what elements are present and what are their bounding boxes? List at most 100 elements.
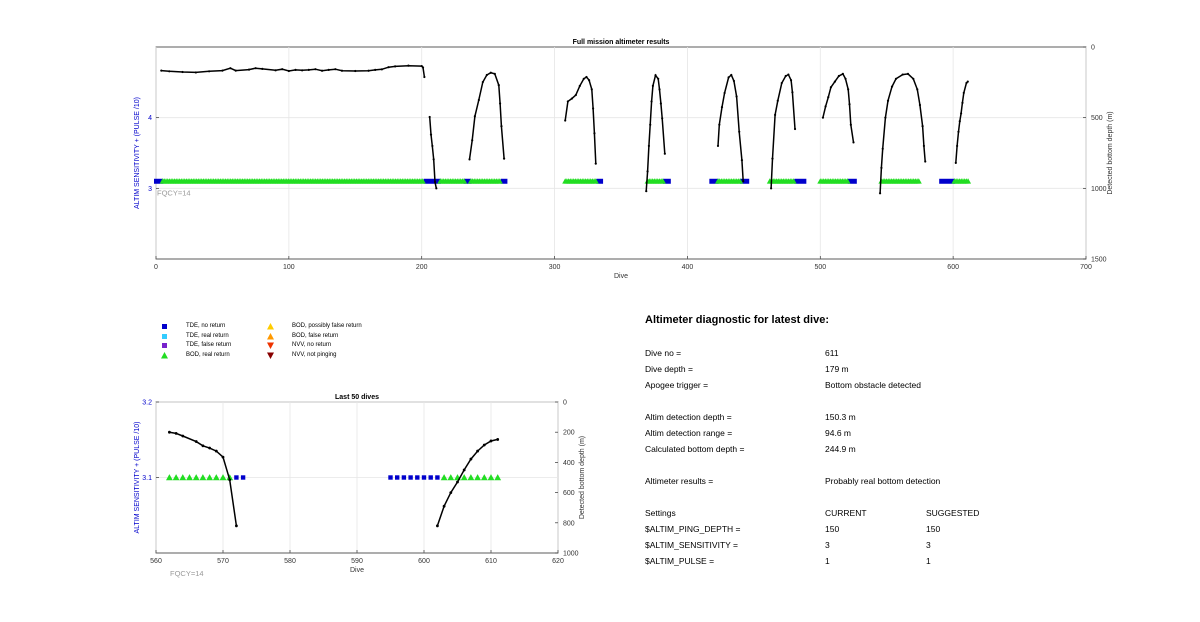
y-left-tick-label: 3 <box>148 186 152 193</box>
diagnostic-value: 179 m <box>825 364 849 374</box>
bod-real-return-marker <box>460 474 468 481</box>
bottom-depth-point <box>235 524 238 528</box>
bottom-depth-point <box>646 170 649 173</box>
bottom-depth-point <box>742 180 745 183</box>
bottom-depth-point <box>502 157 506 160</box>
x-tick-label: 600 <box>418 558 430 565</box>
bottom-depth-point <box>394 65 397 68</box>
bottom-depth-point <box>442 504 446 508</box>
diagnostic-value: 150.3 m <box>825 412 856 422</box>
tde-no-return-marker <box>423 178 441 184</box>
y-right-tick-label: 400 <box>563 460 575 467</box>
tde-no-return-marker <box>794 178 807 184</box>
bod-real-return-group <box>437 178 468 184</box>
bottom-depth-point <box>473 115 476 118</box>
bottom-depth-point <box>593 132 596 135</box>
bottom-depth-point <box>824 105 827 108</box>
legend-marker-square-icon <box>160 341 169 350</box>
diagnostic-label: Altimeter results = <box>645 476 714 486</box>
x-tick-label: 200 <box>416 264 428 271</box>
bottom-depth-point <box>740 158 744 162</box>
bottom-depth-line <box>161 64 426 78</box>
bottom-depth-point <box>307 68 310 71</box>
bottom-depth-point <box>961 101 964 104</box>
bottom-depth-point <box>649 123 652 126</box>
x-axis-label: Dive <box>350 567 364 574</box>
diagnostic-value: Probably real bottom detection <box>825 476 941 486</box>
bottom-depth-point <box>886 99 890 102</box>
settings-row: $ALTIM_SENSITIVITY = 3 3 <box>645 540 1025 552</box>
bottom-depth-point <box>428 115 431 119</box>
bottom-depth-point <box>841 72 844 75</box>
bottom-depth-point <box>168 70 171 73</box>
bottom-depth-point <box>582 77 585 80</box>
legend-marker-square-icon <box>160 332 169 341</box>
bod-real-return-marker <box>494 474 502 481</box>
bottom-depth-point <box>320 69 324 72</box>
bottom-depth-point <box>287 69 290 73</box>
diagnostic-row: Dive no = 611 <box>645 348 1025 360</box>
bottom-depth-point <box>965 81 968 85</box>
bottom-depth-point <box>770 187 773 190</box>
bottom-depth-point <box>723 91 726 95</box>
x-tick-label: 620 <box>552 558 564 565</box>
fqcy-annotation: FQCY=14 <box>157 188 191 197</box>
bottom-depth-point <box>181 434 185 438</box>
bottom-depth-point <box>228 478 232 482</box>
x-axis-label: Dive <box>614 273 628 280</box>
bottom-depth-point <box>849 123 852 126</box>
bottom-depth-point <box>774 113 777 116</box>
bottom-depth-point <box>780 81 783 85</box>
bottom-depth-point <box>566 100 569 103</box>
bottom-depth-point <box>261 67 264 71</box>
bottom-depth-point <box>837 74 840 78</box>
bottom-depth-point <box>647 144 651 148</box>
bottom-depth-point <box>500 125 503 128</box>
diagnostic-label: Altim detection depth = <box>645 412 732 422</box>
bottom-depth-point <box>469 457 473 461</box>
settings-header-suggested: SUGGESTED <box>926 508 980 518</box>
y-left-axis-label: ALTIM SENSITIVITY + (PULSE /10) <box>134 422 141 534</box>
bottom-depth-point <box>420 64 423 68</box>
settings-header-row: Settings CURRENT SUGGESTED <box>645 508 1025 520</box>
plot-area <box>155 46 1087 260</box>
bottom-depth-point <box>894 77 898 80</box>
bod-real-return-group <box>467 178 503 184</box>
diagnostic-label: Calculated bottom depth = <box>645 444 745 454</box>
tde-no-return-marker <box>428 475 433 480</box>
bottom-depth-point <box>833 80 837 83</box>
bottom-depth-point <box>776 99 779 102</box>
bottom-depth-point <box>160 69 163 72</box>
bottom-depth-point <box>301 69 304 72</box>
bottom-depth-point <box>340 69 344 72</box>
bottom-depth-point <box>658 88 661 91</box>
bottom-depth-point <box>174 432 178 435</box>
bottom-depth-point <box>718 123 721 126</box>
bod-real-return-group <box>562 178 599 184</box>
bod-real-return-group <box>951 178 972 184</box>
legend-label: BOD, possibly false return <box>292 323 362 329</box>
bottom-depth-point <box>720 105 724 109</box>
y-right-tick-label: 600 <box>563 490 575 497</box>
bod-real-return-marker <box>790 178 797 184</box>
tde-no-return-marker <box>939 178 956 184</box>
bottom-depth-point <box>281 68 284 71</box>
legend-marker-shape <box>267 352 274 359</box>
diagnostic-value: 94.6 m <box>825 428 851 438</box>
x-tick-label: 300 <box>549 264 561 271</box>
bottom-depth-point <box>962 91 965 95</box>
y-right-tick-label: 1000 <box>563 551 579 558</box>
y-left-tick-label: 3.1 <box>142 475 152 482</box>
bod-real-return-marker <box>186 474 193 481</box>
legend-marker-svg <box>162 343 167 348</box>
bottom-depth-point <box>471 139 474 142</box>
y-right-tick-label: 0 <box>563 400 567 407</box>
legend-marker-svg <box>161 351 168 358</box>
y-left-axis-label: ALTIM SENSITIVITY + (PULSE /10) <box>134 97 141 209</box>
bottom-depth-point <box>906 72 910 75</box>
bottom-depth-point <box>221 455 225 459</box>
bottom-depth-point <box>168 430 171 434</box>
bottom-depth-point <box>229 67 232 70</box>
bottom-depth-point <box>194 71 197 74</box>
settings-suggested: 150 <box>926 524 941 534</box>
